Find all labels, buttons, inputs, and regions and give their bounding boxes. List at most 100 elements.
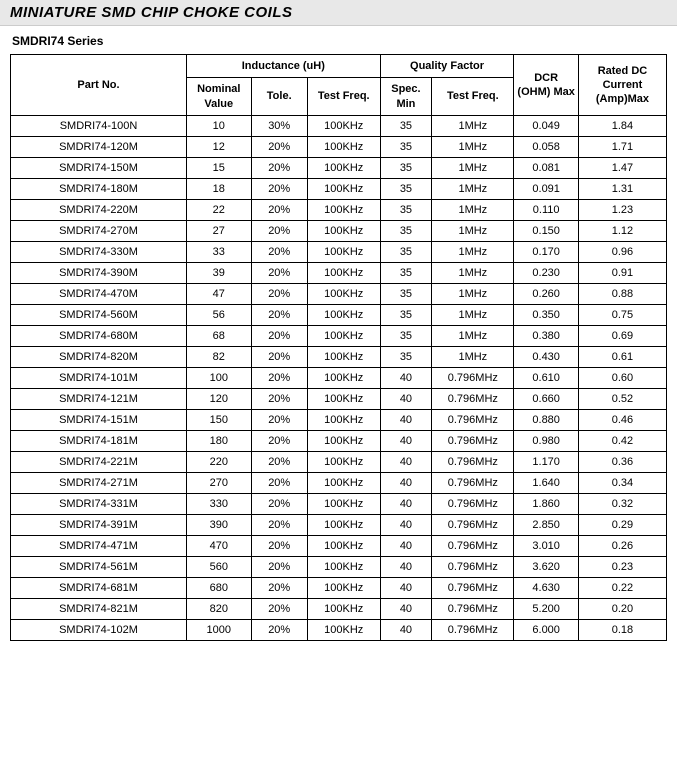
cell-nom: 10 [187,115,252,136]
cell-tol: 20% [251,136,307,157]
spec-table: Part No. Inductance (uH) Quality Factor … [10,54,667,641]
cell-part: SMDRI74-120M [11,136,187,157]
cell-dcr: 0.260 [514,283,579,304]
cell-tf1: 100KHz [307,325,380,346]
table-row: SMDRI74-331M33020%100KHz400.796MHz1.8600… [11,493,667,514]
table-row: SMDRI74-121M12020%100KHz400.796MHz0.6600… [11,388,667,409]
cell-spec: 40 [380,367,432,388]
cell-dcr: 3.620 [514,556,579,577]
table-row: SMDRI74-391M39020%100KHz400.796MHz2.8500… [11,514,667,535]
cell-dcr: 0.660 [514,388,579,409]
table-row: SMDRI74-102M100020%100KHz400.796MHz6.000… [11,619,667,640]
cell-tol: 20% [251,388,307,409]
cell-dcr: 0.610 [514,367,579,388]
th-nominal: Nominal Value [187,78,252,116]
cell-dcr: 0.058 [514,136,579,157]
cell-nom: 22 [187,199,252,220]
cell-tol: 20% [251,178,307,199]
table-row: SMDRI74-561M56020%100KHz400.796MHz3.6200… [11,556,667,577]
cell-part: SMDRI74-560M [11,304,187,325]
cell-tf2: 1MHz [432,346,514,367]
cell-tol: 20% [251,493,307,514]
cell-tf2: 1MHz [432,178,514,199]
cell-tol: 20% [251,598,307,619]
cell-nom: 470 [187,535,252,556]
cell-tol: 20% [251,220,307,241]
cell-tf1: 100KHz [307,451,380,472]
cell-nom: 560 [187,556,252,577]
cell-nom: 120 [187,388,252,409]
cell-tol: 20% [251,430,307,451]
cell-spec: 35 [380,262,432,283]
cell-tf2: 1MHz [432,199,514,220]
cell-part: SMDRI74-470M [11,283,187,304]
cell-cur: 1.23 [578,199,666,220]
cell-part: SMDRI74-181M [11,430,187,451]
cell-spec: 35 [380,157,432,178]
cell-tol: 20% [251,514,307,535]
cell-dcr: 1.640 [514,472,579,493]
cell-nom: 33 [187,241,252,262]
table-row: SMDRI74-390M3920%100KHz351MHz0.2300.91 [11,262,667,283]
cell-nom: 820 [187,598,252,619]
cell-spec: 40 [380,535,432,556]
cell-cur: 1.71 [578,136,666,157]
cell-tf2: 1MHz [432,304,514,325]
cell-part: SMDRI74-390M [11,262,187,283]
cell-part: SMDRI74-102M [11,619,187,640]
cell-nom: 12 [187,136,252,157]
table-row: SMDRI74-271M27020%100KHz400.796MHz1.6400… [11,472,667,493]
cell-dcr: 0.350 [514,304,579,325]
cell-tol: 20% [251,346,307,367]
cell-cur: 1.47 [578,157,666,178]
table-container: Part No. Inductance (uH) Quality Factor … [0,54,677,651]
cell-tol: 20% [251,367,307,388]
table-row: SMDRI74-560M5620%100KHz351MHz0.3500.75 [11,304,667,325]
cell-tf2: 0.796MHz [432,619,514,640]
th-part-no: Part No. [11,55,187,116]
cell-cur: 0.52 [578,388,666,409]
cell-tf2: 0.796MHz [432,598,514,619]
cell-nom: 330 [187,493,252,514]
cell-dcr: 2.850 [514,514,579,535]
cell-tf1: 100KHz [307,535,380,556]
cell-spec: 35 [380,325,432,346]
cell-dcr: 0.049 [514,115,579,136]
table-row: SMDRI74-181M18020%100KHz400.796MHz0.9800… [11,430,667,451]
cell-tf2: 1MHz [432,325,514,346]
cell-cur: 0.61 [578,346,666,367]
cell-part: SMDRI74-100N [11,115,187,136]
cell-tf1: 100KHz [307,178,380,199]
cell-cur: 0.20 [578,598,666,619]
cell-nom: 47 [187,283,252,304]
cell-part: SMDRI74-121M [11,388,187,409]
cell-tf1: 100KHz [307,430,380,451]
cell-tf2: 1MHz [432,220,514,241]
cell-tol: 20% [251,241,307,262]
table-row: SMDRI74-220M2220%100KHz351MHz0.1101.23 [11,199,667,220]
cell-spec: 35 [380,199,432,220]
th-test-freq-2: Test Freq. [432,78,514,116]
cell-spec: 40 [380,598,432,619]
cell-dcr: 5.200 [514,598,579,619]
cell-tf2: 0.796MHz [432,556,514,577]
table-row: SMDRI74-151M15020%100KHz400.796MHz0.8800… [11,409,667,430]
table-row: SMDRI74-221M22020%100KHz400.796MHz1.1700… [11,451,667,472]
cell-dcr: 4.630 [514,577,579,598]
cell-tol: 30% [251,115,307,136]
cell-dcr: 0.880 [514,409,579,430]
cell-tf2: 0.796MHz [432,367,514,388]
cell-nom: 220 [187,451,252,472]
cell-tf1: 100KHz [307,199,380,220]
cell-spec: 40 [380,409,432,430]
cell-tf2: 0.796MHz [432,388,514,409]
table-row: SMDRI74-681M68020%100KHz400.796MHz4.6300… [11,577,667,598]
cell-nom: 56 [187,304,252,325]
cell-part: SMDRI74-221M [11,451,187,472]
cell-cur: 1.31 [578,178,666,199]
cell-spec: 40 [380,430,432,451]
series-label: SMDRI74 Series [0,26,677,54]
cell-dcr: 0.430 [514,346,579,367]
cell-spec: 40 [380,514,432,535]
cell-tf1: 100KHz [307,619,380,640]
